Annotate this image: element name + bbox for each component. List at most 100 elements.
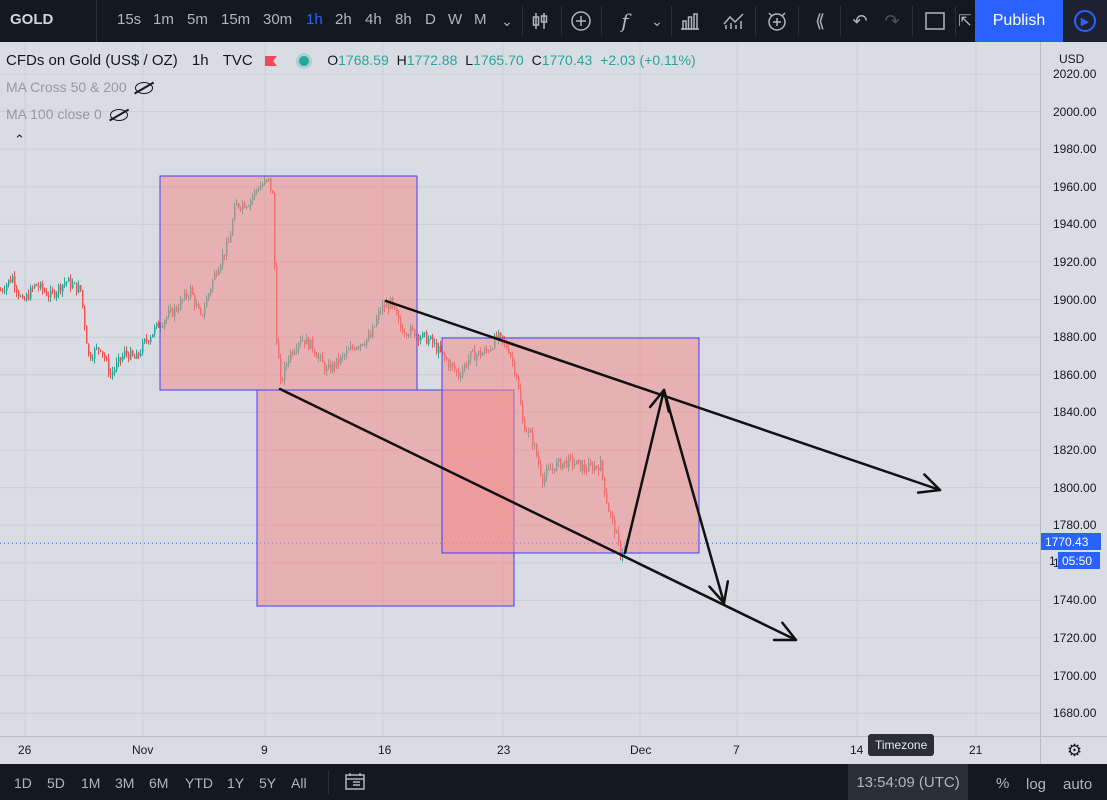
- interval-w[interactable]: W: [448, 11, 463, 28]
- candle-body: [152, 334, 154, 338]
- time-tick: 26: [18, 743, 32, 757]
- range-6m[interactable]: 6M: [149, 775, 169, 791]
- interval-1h[interactable]: 1h: [306, 11, 323, 28]
- symbol-description[interactable]: CFDs on Gold (US$ / OZ): [6, 52, 178, 69]
- toolbar-divider: [601, 6, 602, 36]
- candles-icon[interactable]: [526, 7, 554, 35]
- candle-body: [148, 340, 150, 342]
- symbol-search[interactable]: GOLD: [10, 11, 54, 28]
- candle-body: [90, 354, 92, 359]
- price-tick: 1740.00: [1053, 593, 1097, 608]
- replay-icon[interactable]: ⟪: [814, 10, 825, 31]
- interval-d[interactable]: D: [425, 11, 436, 28]
- candle-body: [10, 279, 12, 283]
- range-5d[interactable]: 5D: [47, 775, 65, 791]
- range-3m[interactable]: 3M: [115, 775, 135, 791]
- percent-toggle[interactable]: %: [996, 775, 1010, 792]
- interval-30m[interactable]: 30m: [263, 11, 293, 28]
- financials-icon[interactable]: [676, 7, 704, 35]
- chart-settings-gear-icon[interactable]: ⚙: [1040, 736, 1107, 765]
- layout-icon[interactable]: [921, 7, 949, 35]
- chevron-down-icon[interactable]: ⌄: [651, 12, 663, 29]
- price-tick: 2020.00: [1053, 67, 1097, 81]
- candle-body: [96, 347, 98, 349]
- candle-body: [158, 322, 160, 328]
- undo-icon[interactable]: ↶: [852, 10, 868, 31]
- candle-body: [496, 335, 498, 339]
- price-axis[interactable]: USD 2020.00 2000.00 1980.00 1960.00 1940.00 1…: [1040, 42, 1107, 736]
- top-toolbar: GOLD 15s 1m 5m 15m 30m 1h 2h 4h 8h D W M…: [0, 0, 1107, 42]
- indicator-ma-100[interactable]: MA 100 close 0: [6, 106, 128, 122]
- candle-body: [80, 285, 82, 291]
- arrowhead: [708, 580, 730, 605]
- chart-pane[interactable]: [0, 42, 1040, 736]
- chart-canvas[interactable]: [0, 42, 1040, 736]
- interval-4h[interactable]: 4h: [365, 11, 382, 28]
- time-tick: 21: [969, 743, 983, 757]
- play-button[interactable]: ▶: [1063, 0, 1107, 42]
- candle-body: [98, 347, 100, 350]
- candle-body: [28, 294, 30, 300]
- alert-icon[interactable]: [763, 7, 791, 35]
- candle-body: [60, 285, 62, 292]
- interval-8h[interactable]: 8h: [395, 11, 412, 28]
- timezone-button[interactable]: 13:54:09 (UTC): [848, 764, 968, 800]
- high-value: 1772.88: [406, 52, 458, 68]
- candle-body: [86, 326, 88, 344]
- hidden-eye-icon[interactable]: [134, 82, 153, 95]
- candle-body: [424, 332, 426, 334]
- candle-body: [74, 282, 76, 284]
- candle-body: [422, 332, 424, 338]
- interval-5m[interactable]: 5m: [187, 11, 208, 28]
- range-1y[interactable]: 1Y: [227, 775, 245, 791]
- range-5y[interactable]: 5Y: [259, 775, 277, 791]
- auto-toggle[interactable]: auto: [1063, 776, 1093, 793]
- price-tick: 1820.00: [1053, 443, 1097, 457]
- collapse-legend-icon[interactable]: ⌃: [14, 132, 25, 147]
- candle-body: [500, 332, 502, 336]
- candle-body: [44, 289, 46, 292]
- arrowhead: [772, 621, 798, 642]
- add-compare-icon[interactable]: [567, 7, 595, 35]
- indicators-icon[interactable]: f: [621, 9, 629, 33]
- candle-body: [64, 282, 66, 285]
- time-axis[interactable]: 26 Nov 9 16 23 Dec 7 14 21: [0, 736, 1040, 765]
- trend-drawings: [278, 299, 942, 642]
- toolbar-divider: [96, 0, 97, 42]
- goto-date-icon[interactable]: [345, 772, 365, 793]
- interval-1m[interactable]: 1m: [153, 11, 174, 28]
- interval-15m[interactable]: 15m: [221, 11, 251, 28]
- hidden-eye-icon[interactable]: [109, 109, 128, 122]
- redo-icon[interactable]: ↷: [884, 10, 900, 31]
- interval-2h[interactable]: 2h: [335, 11, 352, 28]
- fullscreen-icon[interactable]: ⇱: [958, 13, 972, 30]
- flag-icon[interactable]: [264, 56, 277, 67]
- range-ytd[interactable]: YTD: [185, 775, 213, 791]
- candle-body: [4, 290, 6, 292]
- bar-countdown: 05:50: [1058, 552, 1100, 569]
- interval-m[interactable]: M: [474, 11, 487, 28]
- legend-source: TVC: [222, 52, 253, 69]
- publish-button[interactable]: Publish: [975, 0, 1063, 42]
- indicator-ma-cross[interactable]: MA Cross 50 & 200: [6, 79, 153, 95]
- toolbar-divider: [755, 6, 756, 36]
- time-tick: 9: [261, 743, 268, 757]
- templates-icon[interactable]: [720, 7, 748, 35]
- interval-15s[interactable]: 15s: [117, 11, 142, 28]
- candle-body: [26, 294, 28, 300]
- chevron-down-icon[interactable]: ⌄: [501, 12, 513, 29]
- log-toggle[interactable]: log: [1026, 776, 1047, 793]
- candle-body: [428, 339, 430, 344]
- candle-body: [430, 336, 432, 340]
- candle-body: [440, 346, 442, 352]
- candle-body: [142, 342, 144, 354]
- candle-body: [122, 356, 124, 361]
- candle-body: [18, 291, 20, 297]
- candle-body: [76, 282, 78, 293]
- range-1m[interactable]: 1M: [81, 775, 101, 791]
- candle-body: [22, 296, 24, 298]
- range-1d[interactable]: 1D: [14, 775, 32, 791]
- price-tick: 1880.00: [1053, 330, 1097, 345]
- legend-interval: 1h: [191, 52, 209, 69]
- range-all[interactable]: All: [291, 775, 307, 791]
